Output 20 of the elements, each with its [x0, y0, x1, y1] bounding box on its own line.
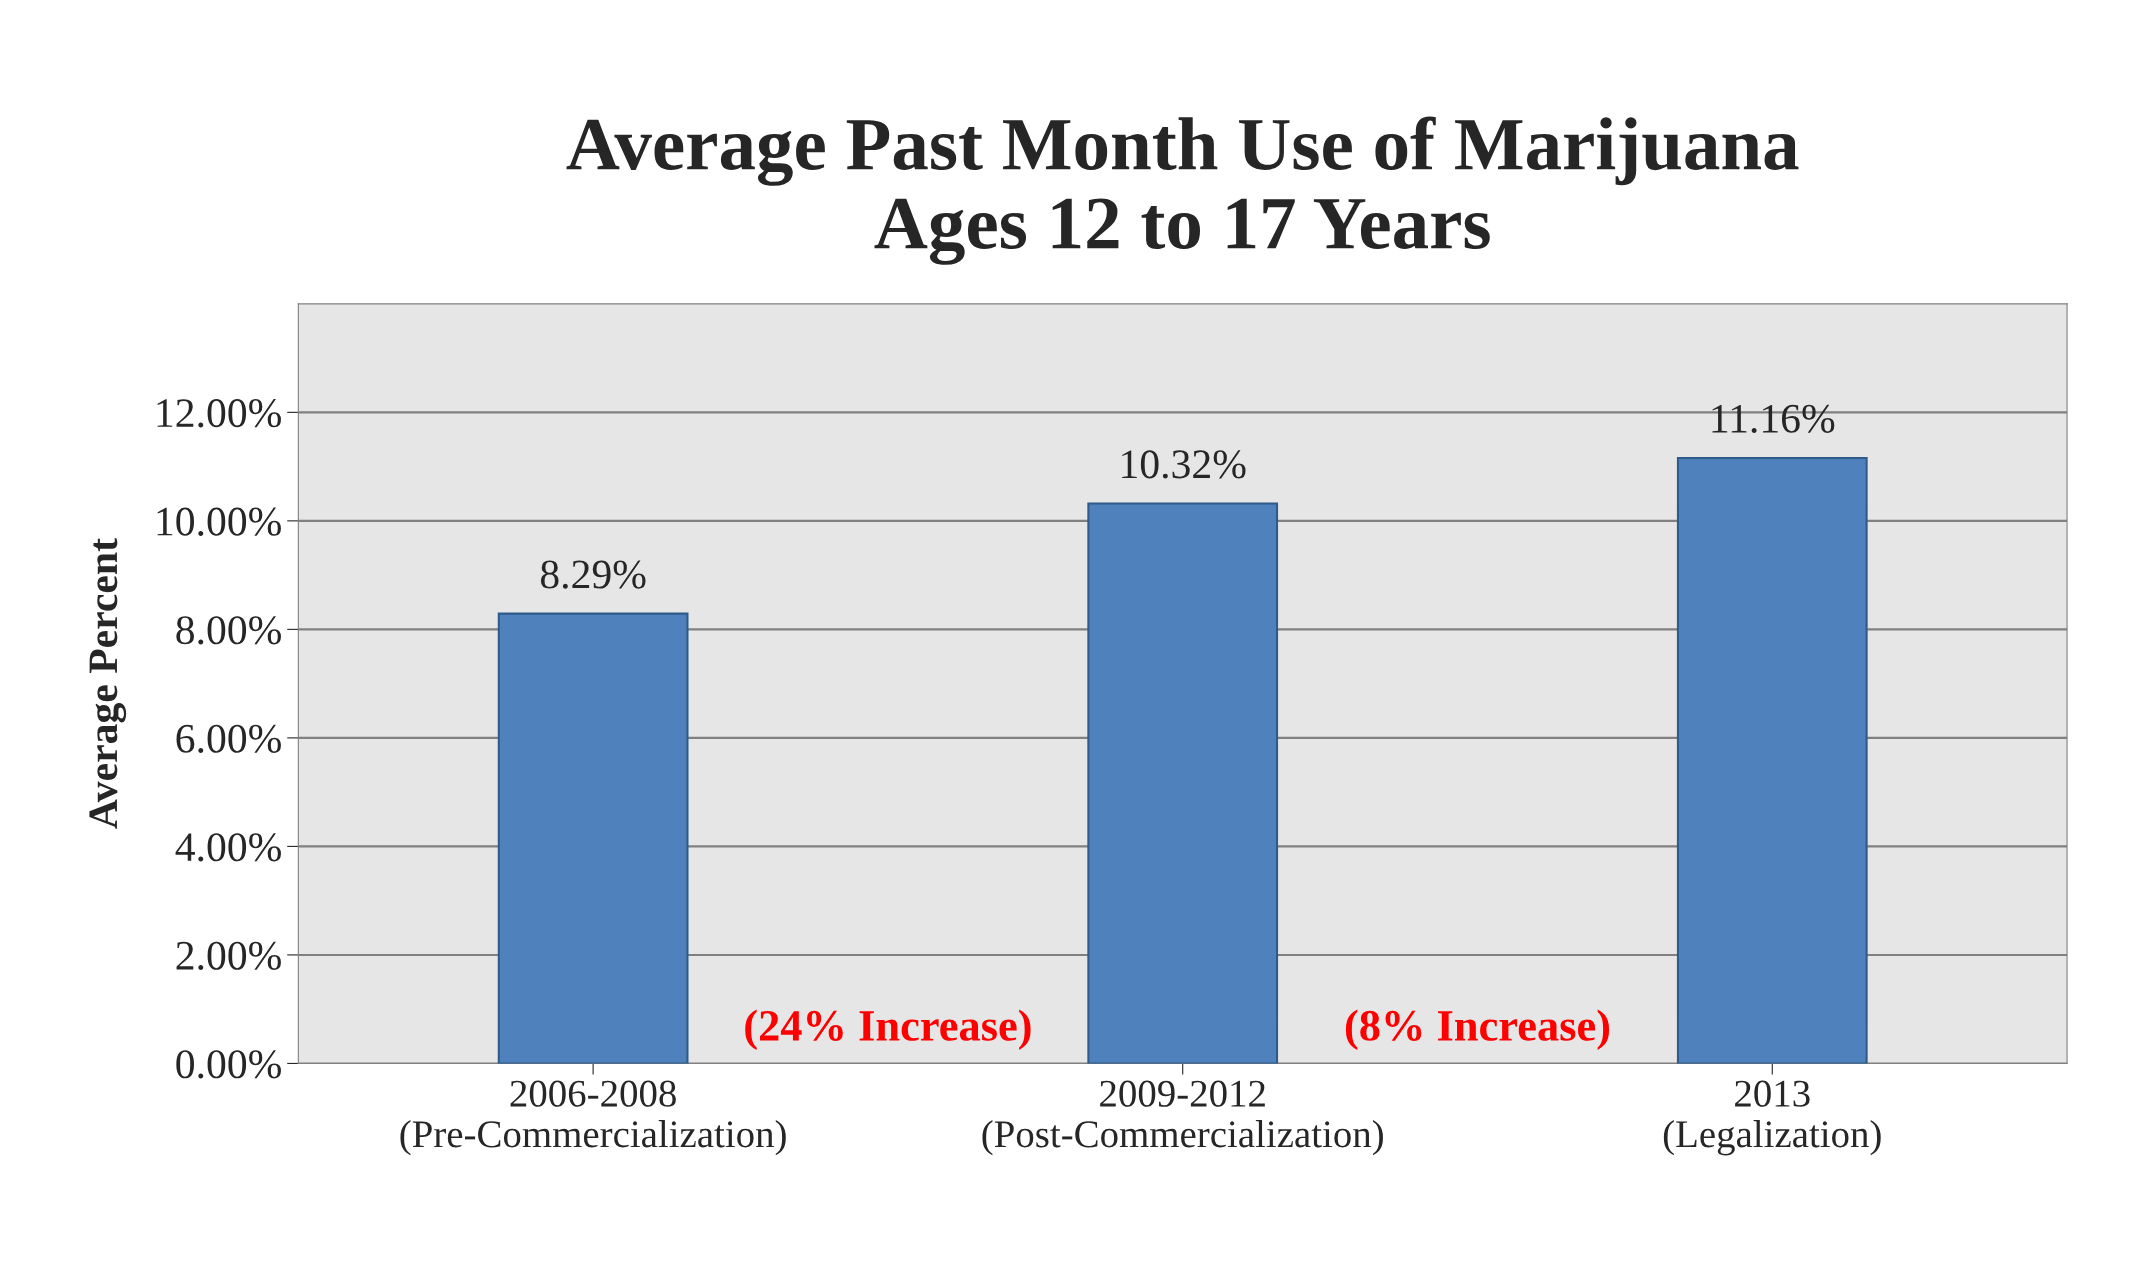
x-tick-label: 2013 (Legalization) [1663, 1080, 1881, 1156]
annotation: (8% Increase) [1345, 1009, 1610, 1050]
x-tick-label: 2009-2012 (Post-Commercialization) [982, 1080, 1383, 1156]
x-tick-label: 2006-2008 (Pre-Commercialization) [400, 1080, 786, 1156]
bar [1087, 502, 1279, 1064]
y-tick-label: 0.00% [176, 1050, 281, 1079]
y-tick-label: 10.00% [157, 507, 281, 536]
bar [1676, 456, 1868, 1064]
annotation: (24% Increase) [745, 1009, 1031, 1050]
data-label: 10.32% [1122, 450, 1246, 479]
data-label: 11.16% [1712, 404, 1835, 433]
chart-title: Average Past Month Use of Marijuana Ages 12 to 17 Years [566, 116, 1799, 265]
y-tick-label: 2.00% [176, 941, 281, 970]
y-axis-title: Average Percent [89, 538, 127, 829]
data-label: 8.29% [540, 560, 646, 589]
y-tick-label: 8.00% [176, 616, 281, 645]
y-tick-label: 12.00% [157, 399, 281, 428]
y-tick-label: 6.00% [176, 724, 281, 753]
y-tick-label: 4.00% [175, 833, 281, 862]
bar [497, 612, 689, 1064]
